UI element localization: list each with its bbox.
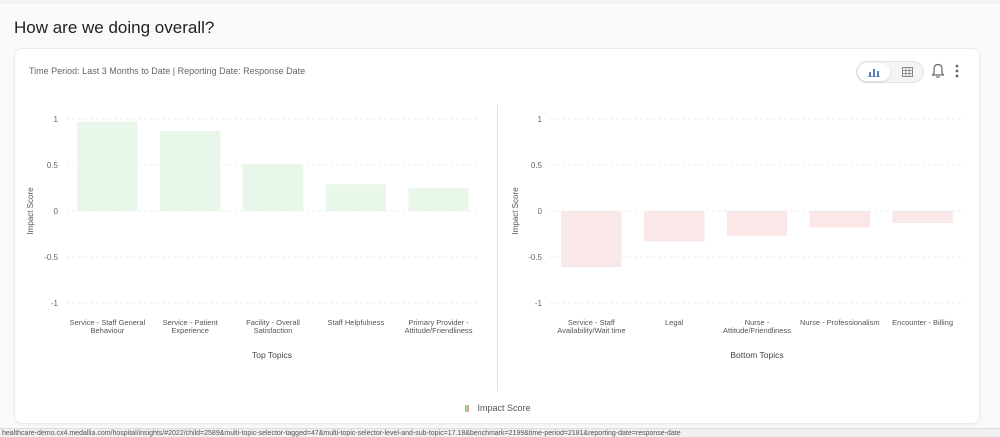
top-x-tick-label: Attitude/Friendliness — [405, 326, 473, 335]
legend-swatch — [465, 405, 470, 412]
bottom-bar[interactable] — [561, 211, 622, 268]
bottom-y-tick-label: -0.5 — [528, 253, 542, 262]
top-bar[interactable] — [159, 130, 221, 211]
top-bar[interactable] — [77, 121, 138, 211]
bottom-bar[interactable] — [643, 211, 705, 242]
bottom-x-tick-label: Encounter - Billing — [892, 318, 953, 327]
bottom-x-tick-label: Nurse - — [745, 318, 770, 327]
bottom-y-axis-label: Impact Score — [511, 187, 520, 235]
top-bar[interactable] — [325, 184, 387, 211]
more-options-button[interactable] — [953, 62, 961, 80]
bottom-y-tick-label: -1 — [535, 299, 543, 308]
bottom-y-tick-label: 0.5 — [531, 161, 543, 170]
top-y-tick-label: 0.5 — [47, 161, 59, 170]
bar-chart-icon — [868, 69, 880, 77]
top-x-tick-label: Primary Provider - — [408, 318, 469, 327]
bottom-bar[interactable] — [726, 211, 788, 236]
top-y-tick-label: -0.5 — [44, 253, 58, 262]
bottom-x-axis-label: Bottom Topics — [730, 350, 783, 360]
top-bar — [0, 0, 1000, 4]
top-bar[interactable] — [408, 188, 469, 211]
bottom-x-tick-label: Service - Staff — [568, 318, 616, 327]
bottom-y-tick-label: 1 — [538, 115, 543, 124]
impact-card: Time Period: Last 3 Months to Date | Rep… — [14, 48, 980, 424]
top-topics-chart: 1 0.5 0 -0.5 -1 Service - Staff GeneralBehavi… — [26, 115, 480, 360]
top-x-tick-label: Service - Staff General — [70, 318, 146, 327]
status-url: healthcare-demo.cx4.medallia.com/hospita… — [0, 428, 1000, 437]
top-x-tick-label: Experience — [171, 326, 209, 335]
table-grid-icon — [901, 67, 913, 77]
top-y-tick-label: -1 — [51, 299, 59, 308]
kebab-menu-icon — [955, 64, 959, 78]
view-toggle — [856, 61, 924, 83]
bottom-topics-chart: 1 0.5 0 -0.5 -1 Service - StaffAvailability/W… — [511, 115, 964, 360]
top-x-tick-label: Staff Helpfulness — [328, 318, 385, 327]
bottom-y-tick-label: 0 — [538, 207, 543, 216]
page-title: How are we doing overall? — [14, 18, 215, 37]
top-x-tick-label: Facility - Overall — [246, 318, 300, 327]
top-x-tick-label: Behaviour — [91, 326, 125, 335]
top-bar[interactable] — [242, 164, 304, 211]
top-x-tick-label: Service - Patient — [163, 318, 219, 327]
table-view-button[interactable] — [891, 63, 923, 81]
bottom-bar[interactable] — [892, 211, 953, 223]
bar-view-button[interactable] — [858, 63, 890, 81]
top-y-tick-label: 0 — [54, 207, 59, 216]
top-x-axis-label: Top Topics — [252, 350, 292, 360]
top-y-tick-label: 1 — [54, 115, 59, 124]
chart-legend[interactable]: Impact Score — [15, 403, 981, 413]
bell-icon — [931, 63, 945, 78]
card-subtitle: Time Period: Last 3 Months to Date | Rep… — [29, 66, 306, 76]
bottom-bar[interactable] — [809, 211, 871, 228]
top-y-axis-label: Impact Score — [26, 187, 35, 235]
chart-divider — [497, 105, 498, 391]
bottom-x-tick-label: Legal — [665, 318, 684, 327]
bottom-x-tick-label: Availability/Wait time — [557, 326, 625, 335]
bottom-x-tick-label: Attitude/Friendliness — [723, 326, 791, 335]
bottom-x-tick-label: Nurse - Professionalism — [800, 318, 880, 327]
legend-label: Impact Score — [477, 403, 531, 413]
top-x-tick-label: Satisfaction — [254, 326, 293, 335]
alert-button[interactable] — [930, 62, 946, 80]
